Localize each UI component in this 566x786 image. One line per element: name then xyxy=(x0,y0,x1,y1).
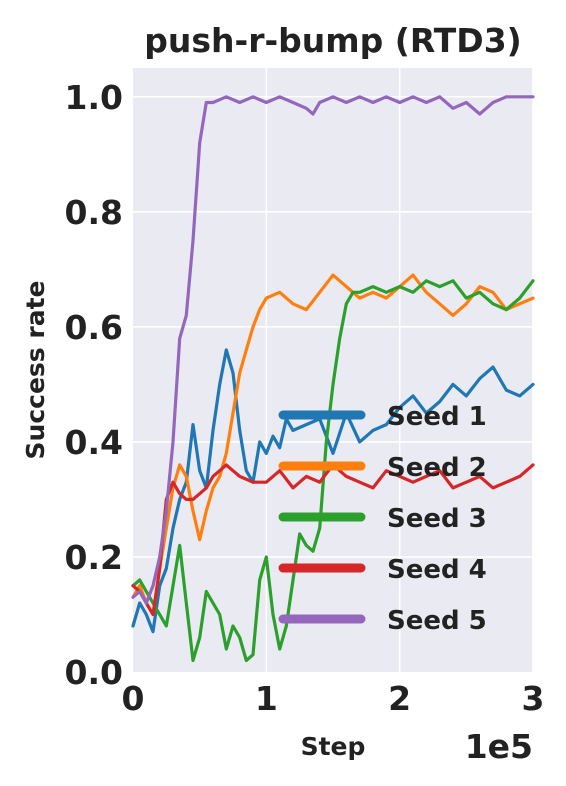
legend-label: Seed 5 xyxy=(387,606,487,636)
series-line-3 xyxy=(131,279,535,663)
series-line-4 xyxy=(131,463,535,617)
y-tick-label: 0.2 xyxy=(65,538,123,577)
x-axis-offset-label: 1e5 xyxy=(465,727,533,766)
x-axis-label: Step xyxy=(301,732,366,761)
y-tick-label: 0.8 xyxy=(65,193,123,232)
x-tick-label: 0 xyxy=(122,679,145,718)
x-axis-ticks: 0 1 2 3 xyxy=(122,679,545,718)
series-line-1 xyxy=(131,348,535,634)
legend-label: Seed 1 xyxy=(387,402,487,432)
y-tick-label: 0.6 xyxy=(65,308,123,347)
legend-label: Seed 4 xyxy=(387,555,487,585)
x-tick-label: 2 xyxy=(388,679,411,718)
series-line-5 xyxy=(131,95,535,605)
x-tick-label: 3 xyxy=(522,679,545,718)
x-tick-label: 1 xyxy=(255,679,278,718)
y-tick-label: 0.4 xyxy=(65,423,123,462)
y-axis-label: Success rate xyxy=(21,281,50,460)
gridlines xyxy=(133,68,534,672)
y-axis-ticks: 0.0 0.2 0.4 0.6 0.8 1.0 xyxy=(65,78,123,692)
legend: Seed 1 Seed 2 Seed 3 Seed 4 Seed 5 xyxy=(278,402,487,636)
series-lines xyxy=(131,95,535,663)
legend-label: Seed 2 xyxy=(387,453,487,483)
y-tick-label: 1.0 xyxy=(65,78,123,117)
series-line-2 xyxy=(131,273,535,617)
chart-title: push-r-bump (RTD3) xyxy=(144,21,522,60)
legend-label: Seed 3 xyxy=(387,504,487,534)
y-tick-label: 0.0 xyxy=(65,653,123,692)
